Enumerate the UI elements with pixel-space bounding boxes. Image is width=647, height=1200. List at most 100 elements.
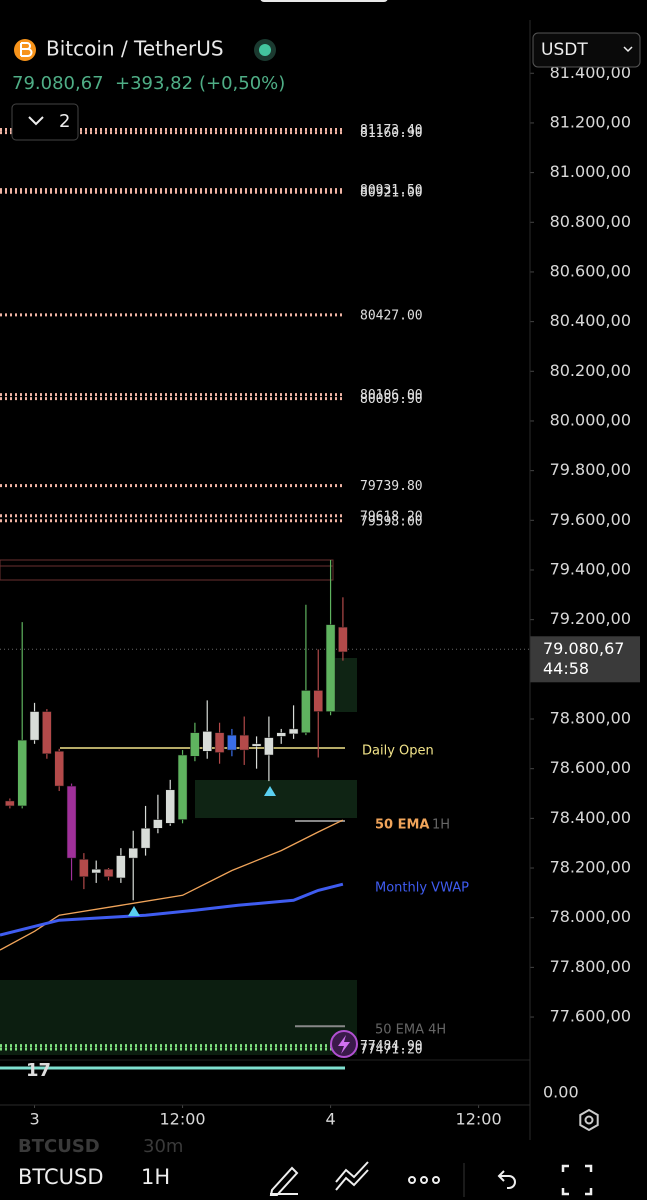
y-tick-label: 80.000,00 <box>550 410 631 429</box>
ema-4h-label: 50 EMA 4H <box>375 1023 446 1038</box>
ema-timeframe: 1H <box>432 818 450 833</box>
coin-glyph <box>20 42 33 57</box>
level-label: 80931.50 <box>360 183 423 198</box>
demand-zone <box>0 980 357 1055</box>
last-price-label: 79.080,67 <box>543 639 624 658</box>
countdown: 44:58 <box>543 659 589 678</box>
x-tick-label: 12:00 <box>456 1110 502 1129</box>
more-dot[interactable] <box>432 1176 440 1184</box>
level-label: 77471.20 <box>360 1043 423 1058</box>
y-tick-label: 80.400,00 <box>550 311 631 330</box>
indicator-tool[interactable] <box>335 1161 369 1191</box>
level-label: 80089.90 <box>360 392 423 407</box>
y-tick-label: 79.600,00 <box>550 510 631 529</box>
y-tick-label: 81.200,00 <box>550 112 631 131</box>
candle-body <box>165 789 175 824</box>
candle-body <box>338 626 348 653</box>
y-tick-label: 80.200,00 <box>550 361 631 380</box>
chevron <box>623 46 633 53</box>
y-tick-label: 78.600,00 <box>550 758 631 777</box>
vwap-line <box>0 882 344 937</box>
footer-symbol[interactable]: BTCUSD <box>18 1165 104 1189</box>
last-price-box <box>530 636 640 683</box>
daily-open-label: Daily Open <box>362 744 434 759</box>
candle-body <box>301 690 311 733</box>
vwap-label: Monthly VWAP <box>375 881 469 896</box>
symbol-title: Bitcoin / TetherUS <box>46 37 224 61</box>
y-tick-label: 78.800,00 <box>550 709 631 728</box>
header-change: +393,82 <box>115 73 193 94</box>
chevron <box>28 116 44 126</box>
candle-body <box>79 859 89 877</box>
x-tick-label: 3 <box>29 1110 39 1129</box>
level-label: 77484.90 <box>360 1039 423 1054</box>
level-label: 80427.00 <box>360 308 423 323</box>
footer-interval[interactable]: 1H <box>141 1165 170 1189</box>
y-tick-label: 80.800,00 <box>550 212 631 231</box>
y-tick-label: 78.400,00 <box>550 808 631 827</box>
currency-select[interactable] <box>532 32 641 68</box>
candle-body <box>177 754 188 820</box>
level-label: 80106.00 <box>360 388 423 403</box>
y-tick-label: 78.000,00 <box>550 907 631 926</box>
candle-body <box>288 728 299 735</box>
zones <box>0 559 357 1055</box>
y-tick-label: 78.200,00 <box>550 858 631 877</box>
ema-label: 50 EMA <box>375 818 430 833</box>
candle-body <box>5 800 15 807</box>
y-tick-label: 81.400,00 <box>550 63 631 82</box>
candle-body <box>214 732 225 753</box>
level-label: 81173.40 <box>360 123 423 138</box>
candle-body <box>42 711 52 755</box>
level-label: 79739.80 <box>360 479 423 494</box>
x-tick-label: 4 <box>325 1110 335 1129</box>
candle-body <box>202 731 212 752</box>
candle-body <box>313 690 323 712</box>
y-tick-label: 77.800,00 <box>550 957 631 976</box>
settings-icon <box>584 1115 594 1125</box>
ghost-symbol: BTCUSD <box>18 1136 100 1157</box>
status-dot <box>259 44 271 56</box>
demand-zone <box>195 780 357 818</box>
signal-arrow <box>128 906 140 916</box>
candle-body <box>276 732 286 737</box>
candle-body <box>128 847 138 859</box>
candle-body <box>66 785 77 859</box>
y-tick-label: 79.400,00 <box>550 559 631 578</box>
oscillator-glyph: 17 <box>26 1060 51 1081</box>
candle-body <box>251 743 262 747</box>
candle-body <box>91 869 101 874</box>
y-tick-label: 79.800,00 <box>550 460 631 479</box>
currency-label: USDT <box>541 40 588 60</box>
undo[interactable] <box>497 1170 516 1189</box>
header-change-pct: (+0,50%) <box>199 73 285 94</box>
fullscreen[interactable] <box>561 1164 593 1196</box>
more-dot[interactable] <box>408 1176 416 1184</box>
candle-body <box>140 828 151 849</box>
y-tick-label: 79.200,00 <box>550 609 631 628</box>
candle-body <box>227 734 237 751</box>
more-dot[interactable] <box>420 1176 428 1184</box>
candle-body <box>264 737 274 756</box>
candle-body <box>103 869 114 877</box>
ema-line <box>0 819 344 951</box>
y-tick-label: 80.600,00 <box>550 261 631 280</box>
level-label: 79598.00 <box>360 514 423 529</box>
signal-arrow <box>264 786 276 796</box>
header-price: 79.080,67 <box>12 73 104 94</box>
supply-zone <box>0 559 334 581</box>
top-handle <box>260 0 388 2</box>
candle-body <box>29 711 40 741</box>
settings-button[interactable] <box>579 1108 599 1132</box>
y-tick-label: 77.600,00 <box>550 1007 631 1026</box>
indicator-toggle[interactable] <box>11 103 79 141</box>
candle-body <box>116 855 126 879</box>
alert-icon <box>338 1035 350 1054</box>
level-label: 81160.90 <box>360 126 423 141</box>
draw-tool[interactable] <box>269 1166 299 1196</box>
x-tick-label: 12:00 <box>160 1110 206 1129</box>
candle-body <box>17 739 27 807</box>
indicator-count: 2 <box>59 111 70 132</box>
